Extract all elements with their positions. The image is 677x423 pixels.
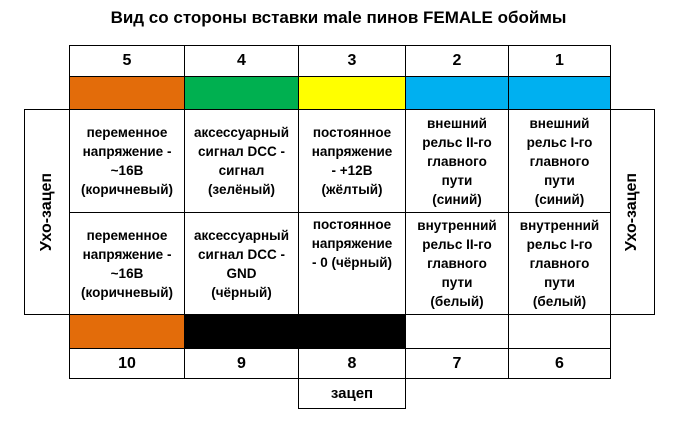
pin-7-description: внутренний рельс II-го главного пути (бе… (405, 212, 509, 315)
pin-1-description: внешний рельс I-го главного пути (синий) (508, 109, 611, 213)
pin-number-6: 6 (508, 348, 611, 379)
bottom-latch-label: зацеп (298, 378, 406, 409)
pin-number-1: 1 (508, 45, 611, 77)
pin-number-9: 9 (184, 348, 299, 379)
diagram-title: Вид со стороны вставки male пинов FEMALE… (110, 8, 567, 27)
left-latch-ear-label: Ухо-зацеп (24, 109, 70, 315)
pin-3-description: постоянное напряжение - +12В (жёлтый) (298, 109, 406, 213)
color-swatch-pin-8 (298, 314, 406, 349)
color-swatch-pin-7 (405, 314, 509, 349)
pin-8-description: постоянное напряжение - 0 (чёрный) (298, 212, 406, 315)
color-swatch-pin-2 (405, 76, 509, 110)
color-swatch-pin-6 (508, 314, 611, 349)
color-swatch-pin-5 (69, 76, 185, 110)
right-latch-ear-label: Ухо-зацеп (610, 109, 655, 315)
pin-5-description: переменное напряжение - ~16В (коричневый… (69, 109, 185, 213)
color-swatch-pin-10 (69, 314, 185, 349)
pin-9-description: аксессуарный сигнал DCC - GND (чёрный) (184, 212, 299, 315)
pin-number-10: 10 (69, 348, 185, 379)
pin-number-2: 2 (405, 45, 509, 77)
pin-number-8: 8 (298, 348, 406, 379)
color-swatch-pin-1 (508, 76, 611, 110)
color-swatch-pin-4 (184, 76, 299, 110)
pin-4-description: аксессуарный сигнал DCC - сигнал (зелёны… (184, 109, 299, 213)
pin-number-5: 5 (69, 45, 185, 77)
color-swatch-pin-3 (298, 76, 406, 110)
pin-number-4: 4 (184, 45, 299, 77)
color-swatch-pin-9 (184, 314, 299, 349)
pin-10-description: переменное напряжение - ~16В (коричневый… (69, 212, 185, 315)
pin-6-description: внутренний рельс I-го главного пути (бел… (508, 212, 611, 315)
pin-number-7: 7 (405, 348, 509, 379)
pin-2-description: внешний рельс II-го главного пути (синий… (405, 109, 509, 213)
pin-number-3: 3 (298, 45, 406, 77)
